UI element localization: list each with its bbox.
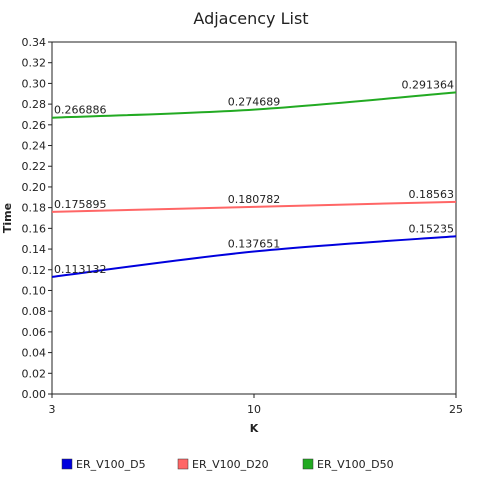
data-label: 0.137651 — [228, 237, 281, 250]
y-tick-label: 0.06 — [22, 326, 47, 339]
legend-swatch — [177, 458, 189, 470]
legend-label: ER_V100_D5 — [76, 458, 146, 471]
y-tick-label: 0.04 — [22, 347, 47, 360]
plot-area — [51, 41, 457, 395]
x-tick-label: 10 — [247, 403, 261, 416]
legend-label: ER_V100_D20 — [192, 458, 269, 471]
y-tick-label: 0.08 — [22, 305, 47, 318]
series-layer: 0.113132 0.137651 0.15235 0.175895 0.180782 0… — [51, 78, 457, 278]
series-line-er-v100-d50 — [51, 91, 457, 119]
legend-swatch — [302, 458, 314, 470]
y-tick-label: 0.14 — [22, 243, 47, 256]
y-tick-label: 0.20 — [22, 181, 47, 194]
y-tick-label: 0.32 — [22, 57, 47, 70]
x-tick-label: 3 — [49, 403, 56, 416]
data-label: 0.266886 — [54, 104, 107, 117]
y-axis-title: Time — [1, 203, 14, 233]
y-tick-label: 0.30 — [22, 77, 47, 90]
y-tick-label: 0.18 — [22, 202, 47, 215]
y-tick-label: 0.00 — [22, 388, 47, 401]
series-line-er-v100-d20 — [51, 200, 457, 213]
legend: ER_V100_D5 ER_V100_D20 ER_V100_D50 — [61, 458, 394, 471]
y-tick-label: 0.10 — [22, 284, 47, 297]
x-axis-title: K — [250, 422, 259, 435]
y-tick-label: 0.12 — [22, 264, 47, 277]
y-tick-label: 0.02 — [22, 367, 47, 380]
y-tick-label: 0.28 — [22, 98, 47, 111]
y-tick-label: 0.34 — [22, 36, 47, 49]
legend-label: ER_V100_D50 — [317, 458, 394, 471]
chart-title: Adjacency List — [193, 9, 308, 28]
data-label: 0.18563 — [409, 188, 455, 201]
y-tick-label: 0.26 — [22, 119, 47, 132]
y-tick-label: 0.16 — [22, 222, 47, 235]
y-tick-label: 0.22 — [22, 160, 47, 173]
data-label: 0.291364 — [402, 78, 455, 91]
y-tick-label: 0.24 — [22, 140, 47, 153]
data-label: 0.113132 — [54, 263, 107, 276]
data-label: 0.15235 — [409, 222, 455, 235]
x-axis: 3 10 25 — [49, 394, 463, 416]
data-label: 0.180782 — [228, 193, 281, 206]
series-line-er-v100-d5 — [51, 235, 457, 278]
x-tick-label: 25 — [449, 403, 463, 416]
legend-swatch — [61, 458, 73, 470]
data-label: 0.175895 — [54, 198, 107, 211]
y-axis: 0.00 0.02 0.04 0.06 0.08 0.10 0.12 0.14 0.16 0.18… — [22, 36, 52, 401]
data-label: 0.274689 — [228, 96, 281, 109]
